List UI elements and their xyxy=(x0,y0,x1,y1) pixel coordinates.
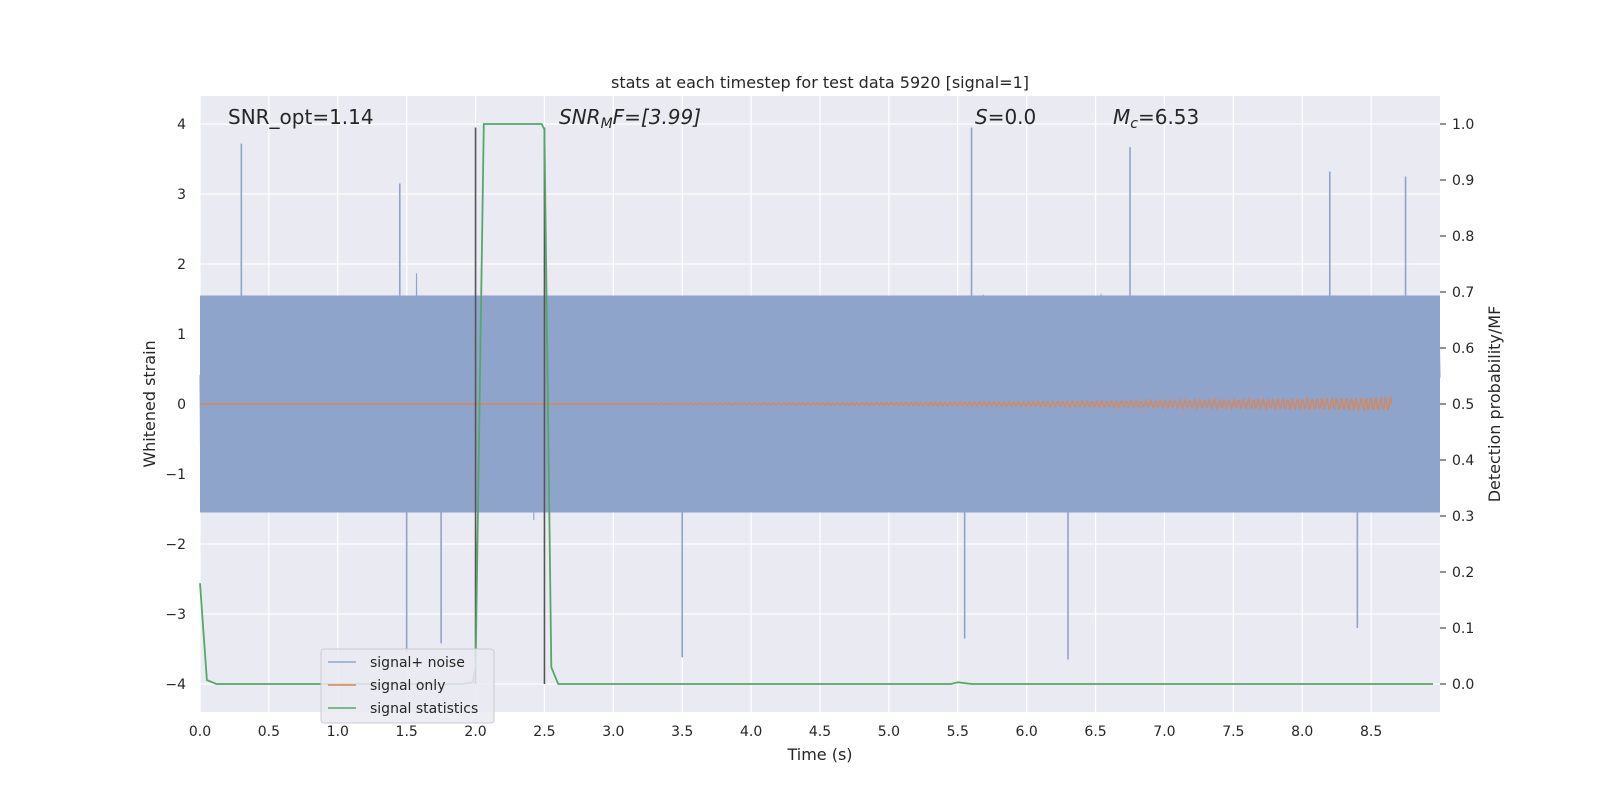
mc-value: =6.53 xyxy=(1138,105,1199,129)
y-right-tick-label: 0.4 xyxy=(1452,453,1474,469)
annotation-mc: Mc=6.53 xyxy=(1113,105,1199,132)
x-axis-ticks: 0.0 0.5 1.0 1.5 2.0 2.5 3.0 3.5 4.0 4.5 5.0 5.5 6.0 6… xyxy=(189,724,1382,740)
x-tick-label: 7.5 xyxy=(1222,724,1244,740)
y-left-tick-label: 2 xyxy=(177,257,186,273)
y-left-tick-label: 1 xyxy=(177,327,186,343)
y-right-tick-label: 0.6 xyxy=(1452,341,1474,357)
s-value: =0.0 xyxy=(988,105,1037,129)
x-tick-label: 5.5 xyxy=(947,724,969,740)
y-right-tick-label: 0.5 xyxy=(1452,397,1474,413)
y-right-axis-label: Detection probability/MF xyxy=(1485,306,1504,503)
y-left-tick-label: 3 xyxy=(177,187,186,203)
chart-title: stats at each timestep for test data 592… xyxy=(611,73,1029,92)
x-tick-label: 6.5 xyxy=(1084,724,1106,740)
y-right-tick-label: 0.2 xyxy=(1452,565,1474,581)
x-axis-label: Time (s) xyxy=(786,745,852,764)
y-right-tick-label: 0.3 xyxy=(1452,509,1474,525)
y-left-axis-label: Whitened strain xyxy=(140,340,159,467)
legend: signal+ noise signal only signal statist… xyxy=(320,648,495,724)
annotation-snr-mf: SNRMF=[3.99] xyxy=(559,105,701,132)
y-right-tick-label: 0.1 xyxy=(1452,621,1474,637)
x-tick-label: 1.5 xyxy=(396,724,418,740)
y-right-tick-label: 0.8 xyxy=(1452,229,1474,245)
x-tick-label: 3.0 xyxy=(602,724,624,740)
legend-box xyxy=(320,648,495,724)
x-tick-label: 2.0 xyxy=(464,724,486,740)
annotation-s: S=0.0 xyxy=(975,105,1036,129)
x-tick-label: 3.5 xyxy=(671,724,693,740)
legend-entry-signal-statistics: signal statistics xyxy=(370,701,478,717)
legend-entry-signal-only: signal only xyxy=(370,678,445,694)
x-tick-label: 1.0 xyxy=(327,724,349,740)
y-right-tick-label: 0.9 xyxy=(1452,173,1474,189)
x-tick-label: 7.0 xyxy=(1153,724,1175,740)
y-left-tick-label: −4 xyxy=(165,677,186,693)
s-symbol: S xyxy=(975,105,988,129)
x-tick-label: 4.0 xyxy=(740,724,762,740)
x-tick-label: 5.0 xyxy=(878,724,900,740)
snr-mf-symbol: SNR xyxy=(559,105,601,129)
signal-chirp-line xyxy=(199,395,1393,413)
x-tick-label: 4.5 xyxy=(809,724,831,740)
x-tick-label: 8.0 xyxy=(1291,724,1313,740)
series-signal-only xyxy=(199,395,1393,413)
snr-mf-subscript: M xyxy=(601,116,613,132)
y-left-axis-ticks: −4 −3 −2 −1 0 1 2 3 4 xyxy=(165,117,186,693)
snr-mf-value: F=[3.99] xyxy=(613,105,701,129)
legend-entry-signal-noise: signal+ noise xyxy=(370,655,465,671)
y-left-tick-label: 0 xyxy=(177,397,186,413)
x-tick-label: 0.5 xyxy=(258,724,280,740)
x-tick-label: 8.5 xyxy=(1360,724,1382,740)
y-right-tick-label: 0.0 xyxy=(1452,677,1474,693)
y-left-tick-label: 4 xyxy=(177,117,186,133)
vertical-markers xyxy=(474,127,546,684)
mc-symbol: M xyxy=(1113,105,1130,129)
y-left-tick-label: −3 xyxy=(165,607,186,623)
y-left-tick-label: −2 xyxy=(165,537,186,553)
mc-subscript: c xyxy=(1130,116,1138,132)
y-right-tick-label: 1.0 xyxy=(1452,117,1474,133)
annotation-snr-opt: SNR_opt=1.14 xyxy=(228,105,374,129)
y-right-tick-label: 0.7 xyxy=(1452,285,1474,301)
x-tick-label: 2.5 xyxy=(533,724,555,740)
x-tick-label: 6.0 xyxy=(1016,724,1038,740)
y-left-tick-label: −1 xyxy=(165,467,186,483)
x-tick-label: 0.0 xyxy=(189,724,211,740)
y-right-axis-ticks: 0.0 0.1 0.2 0.3 0.4 0.5 0.6 0.7 0.8 0.9 1.0 xyxy=(1440,117,1474,693)
